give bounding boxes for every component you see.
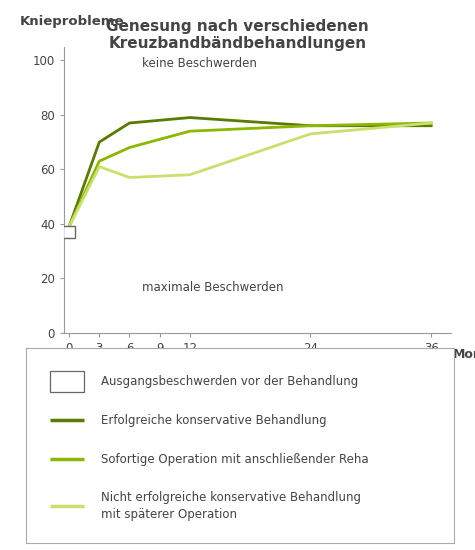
- Bar: [50, 371, 84, 392]
- Text: Monate: Monate: [453, 349, 475, 361]
- Text: maximale Beschwerden: maximale Beschwerden: [142, 281, 283, 294]
- Text: Sofortige Operation mit anschließender Reha: Sofortige Operation mit anschließender R…: [101, 453, 369, 466]
- Text: Erfolgreiche konservative Behandlung: Erfolgreiche konservative Behandlung: [101, 414, 327, 427]
- Text: Knieprobleme: Knieprobleme: [19, 15, 124, 28]
- Text: Genesung nach verschiedenen: Genesung nach verschiedenen: [106, 19, 369, 34]
- Text: Ausgangsbeschwerden vor der Behandlung: Ausgangsbeschwerden vor der Behandlung: [101, 375, 358, 388]
- Text: Nicht erfolgreiche konservative Behandlung
mit späterer Operation: Nicht erfolgreiche konservative Behandlu…: [101, 491, 361, 521]
- Text: keine Beschwerden: keine Beschwerden: [142, 57, 256, 70]
- Text: Kreuzbandbändbehandlungen: Kreuzbandbändbehandlungen: [108, 36, 367, 51]
